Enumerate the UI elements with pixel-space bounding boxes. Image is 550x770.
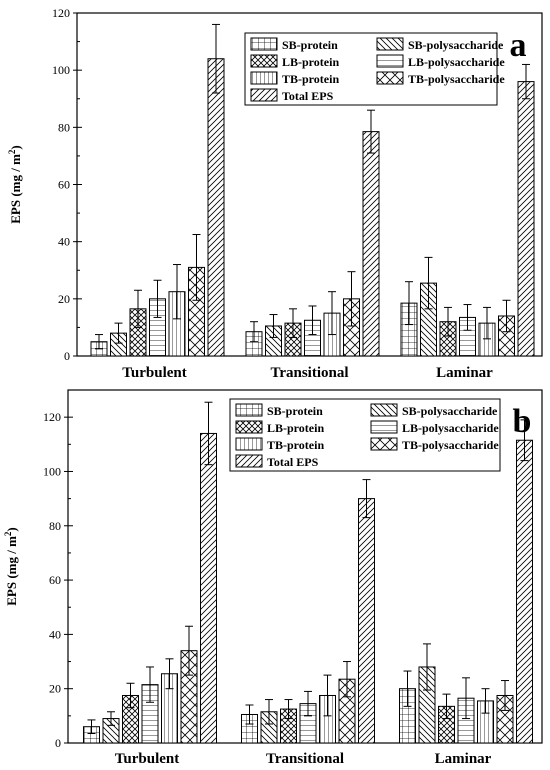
legend-label-lb-protein: LB-protein: [282, 55, 339, 69]
legend-label-total-eps: Total EPS: [267, 455, 319, 469]
panel-letter: a: [510, 27, 527, 64]
legend-label-tb-protein: TB-protein: [267, 438, 324, 452]
y-axis-title: EPS (mg / m2): [3, 527, 19, 606]
legend-label-tb-protein: TB-protein: [282, 72, 339, 86]
legend-swatch-sb-protein: [235, 403, 263, 417]
legend-swatch-lb-polysaccharide: [376, 54, 404, 68]
chart-panel-b: 0 20 40 60 80 100 120 EPS (mg / m2) Turbulent Tra…: [3, 389, 543, 767]
legend-swatch-lb-polysaccharide: [370, 420, 398, 434]
y-tick-label: 60: [58, 178, 70, 192]
legend: SB-protein SB-polysaccharide LB-protein LB-…: [229, 398, 501, 472]
legend-label-lb-polysaccharide: LB-polysaccharide: [402, 421, 499, 435]
category-label-transitional: Transitional: [270, 365, 348, 381]
category-label-transitional: Transitional: [266, 751, 344, 767]
y-tick-label: 20: [49, 682, 61, 696]
chart-panel-a: 0 20 40 60 80 100 120 EPS (mg / m2) Turbulent Tra…: [7, 6, 543, 381]
legend-swatch-tb-protein: [235, 437, 263, 451]
y-tick-label: 100: [52, 63, 70, 77]
legend-swatch-tb-protein: [250, 71, 278, 85]
bar-total-eps-turbulent: [207, 58, 225, 357]
legend-swatch-sb-polysaccharide: [370, 403, 398, 417]
y-axis-title: EPS (mg / m2): [7, 145, 23, 224]
y-tick-label: 120: [52, 6, 70, 20]
category-label-laminar: Laminar: [435, 751, 492, 767]
y-tick-label: 0: [64, 349, 70, 363]
legend-label-sb-protein: SB-protein: [267, 404, 323, 418]
category-label-laminar: Laminar: [436, 365, 493, 381]
y-tick-label: 40: [58, 235, 70, 249]
y-axis-title-sup: 2: [3, 531, 13, 536]
y-tick-label: 20: [58, 292, 70, 306]
legend-box: [244, 32, 498, 106]
y-tick-label: 0: [55, 736, 61, 750]
legend-label-sb-protein: SB-protein: [282, 38, 338, 52]
legend-swatch-sb-polysaccharide: [376, 37, 404, 51]
y-tick-label: 40: [49, 627, 61, 641]
bar-total-eps-laminar: [517, 81, 535, 357]
y-tick-label: 100: [43, 464, 61, 478]
y-axis-title-sup: 2: [7, 149, 17, 154]
legend: SB-protein SB-polysaccharide LB-protein LB-…: [244, 32, 505, 106]
panel-letter: b: [513, 403, 532, 440]
legend-swatch-total-eps: [235, 454, 263, 468]
legend-swatch-total-eps: [250, 88, 278, 102]
y-axis-title-main: EPS (mg / m: [4, 536, 19, 606]
legend-label-total-eps: Total EPS: [282, 89, 334, 103]
legend-label-sb-polysaccharide: SB-polysaccharide: [408, 38, 504, 52]
bar-total-eps-transitional: [358, 498, 375, 744]
legend-label-tb-polysaccharide: TB-polysaccharide: [402, 438, 499, 452]
legend-swatch-tb-polysaccharide: [370, 437, 398, 451]
legend-swatch-lb-protein: [250, 54, 278, 68]
bar-total-eps-laminar: [516, 439, 533, 744]
y-axis-title-tail: ): [4, 527, 19, 531]
y-tick-label: 60: [49, 573, 61, 587]
legend-swatch-sb-protein: [250, 37, 278, 51]
legend-box: [229, 398, 501, 472]
y-axis-title-main: EPS (mg / m: [8, 154, 23, 224]
y-axis-title-tail: ): [8, 145, 23, 149]
y-tick-label: 120: [43, 410, 61, 424]
legend-label-lb-polysaccharide: LB-polysaccharide: [408, 55, 505, 69]
legend-swatch-lb-protein: [235, 420, 263, 434]
category-label-turbulent: Turbulent: [122, 365, 186, 381]
y-tick-label: 80: [49, 519, 61, 533]
legend-label-sb-polysaccharide: SB-polysaccharide: [402, 404, 498, 418]
category-label-turbulent: Turbulent: [115, 751, 179, 767]
legend-swatch-tb-polysaccharide: [376, 71, 404, 85]
bar-total-eps-turbulent: [200, 432, 217, 744]
legend-label-lb-protein: LB-protein: [267, 421, 324, 435]
bar-total-eps-transitional: [362, 131, 380, 357]
y-tick-label: 80: [58, 120, 70, 134]
legend-label-tb-polysaccharide: TB-polysaccharide: [408, 72, 505, 86]
